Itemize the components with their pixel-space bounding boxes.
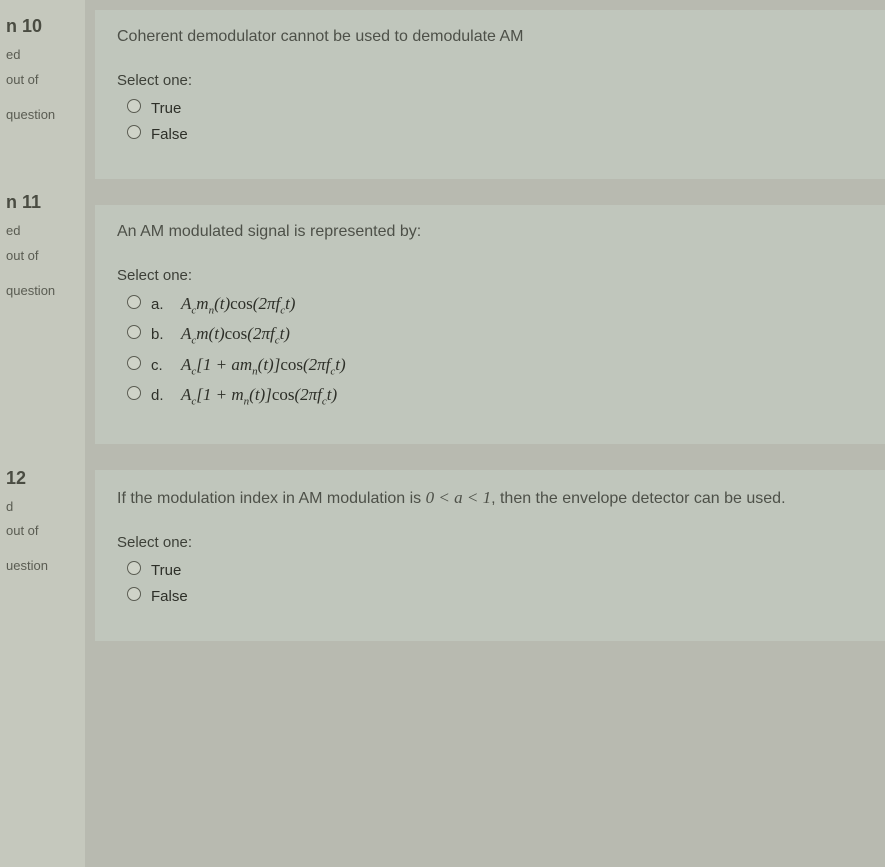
option-true[interactable]: True xyxy=(127,99,863,117)
radio-icon[interactable] xyxy=(127,325,141,339)
radio-icon[interactable] xyxy=(127,386,141,400)
sidebar-block-q12: 12 d out of uestion xyxy=(0,462,85,578)
radio-icon[interactable] xyxy=(127,356,141,370)
sidebar-block-q10: n 10 ed out of question xyxy=(0,10,85,126)
option-label: True xyxy=(151,100,181,117)
equation-d: Ac[1 + mn(t)]cos(2πfct) xyxy=(181,385,337,407)
option-b[interactable]: b. Acm(t)cos(2πfct) xyxy=(127,324,863,346)
equation-b: Acm(t)cos(2πfct) xyxy=(181,324,290,346)
status-answered: ed xyxy=(0,43,85,68)
status-answered: ed xyxy=(0,219,85,244)
question-text: If the modulation index in AM modulation… xyxy=(117,488,863,508)
status-marked: out of xyxy=(0,519,85,544)
radio-icon[interactable] xyxy=(127,99,141,113)
radio-icon[interactable] xyxy=(127,587,141,601)
option-label: True xyxy=(151,562,181,579)
question-text: An AM modulated signal is represented by… xyxy=(117,223,863,241)
option-label: False xyxy=(151,588,188,605)
question-number: n 10 xyxy=(0,10,85,43)
option-letter: d. xyxy=(151,387,171,404)
option-letter: b. xyxy=(151,326,171,343)
status-marked: out of xyxy=(0,68,85,93)
main-content: Coherent demodulator cannot be used to d… xyxy=(85,0,885,867)
radio-icon[interactable] xyxy=(127,125,141,139)
option-label: False xyxy=(151,126,188,143)
option-false[interactable]: False xyxy=(127,587,863,605)
question-card-10: Coherent demodulator cannot be used to d… xyxy=(95,10,885,179)
flag-question-button[interactable]: question xyxy=(0,279,85,302)
option-letter: a. xyxy=(151,296,171,313)
sidebar-block-q11: n 11 ed out of question xyxy=(0,186,85,302)
equation-c: Ac[1 + amn(t)]cos(2πfct) xyxy=(181,355,346,377)
option-letter: c. xyxy=(151,357,171,374)
flag-question-button[interactable]: uestion xyxy=(0,554,85,577)
status-answered: d xyxy=(0,495,85,520)
select-one-label: Select one: xyxy=(117,267,863,284)
option-false[interactable]: False xyxy=(127,125,863,143)
equation-a: Acmn(t)cos(2πfct) xyxy=(181,294,295,316)
radio-icon[interactable] xyxy=(127,561,141,575)
question-text: Coherent demodulator cannot be used to d… xyxy=(117,28,863,46)
option-d[interactable]: d. Ac[1 + mn(t)]cos(2πfct) xyxy=(127,385,863,407)
select-one-label: Select one: xyxy=(117,72,863,89)
status-marked: out of xyxy=(0,244,85,269)
question-number: n 11 xyxy=(0,186,85,219)
question-number: 12 xyxy=(0,462,85,495)
question-card-12: If the modulation index in AM modulation… xyxy=(95,470,885,641)
sidebar: n 10 ed out of question n 11 ed out of q… xyxy=(0,0,85,867)
radio-icon[interactable] xyxy=(127,295,141,309)
flag-question-button[interactable]: question xyxy=(0,103,85,126)
option-c[interactable]: c. Ac[1 + amn(t)]cos(2πfct) xyxy=(127,355,863,377)
option-true[interactable]: True xyxy=(127,561,863,579)
select-one-label: Select one: xyxy=(117,534,863,551)
option-a[interactable]: a. Acmn(t)cos(2πfct) xyxy=(127,294,863,316)
question-card-11: An AM modulated signal is represented by… xyxy=(95,205,885,444)
